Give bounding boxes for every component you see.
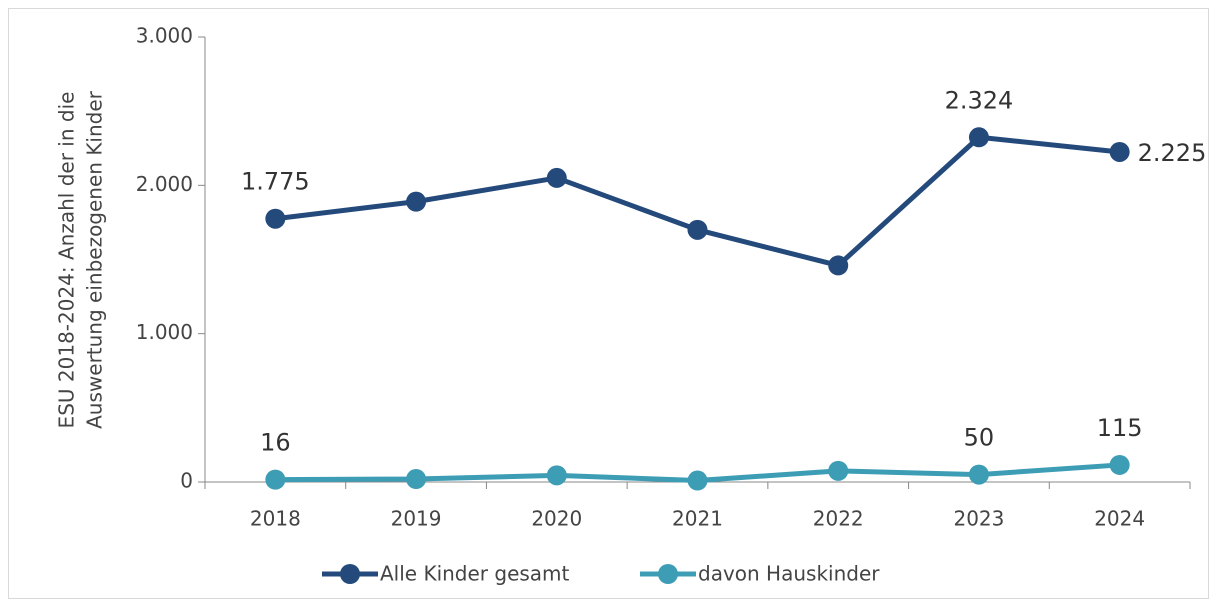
data-point xyxy=(546,167,567,188)
x-tick-label: 2018 xyxy=(250,507,301,531)
chart-frame xyxy=(8,8,1209,599)
y-axis-label: Auswertung einbezogenen Kinder xyxy=(83,90,107,429)
x-tick-label: 2022 xyxy=(813,507,864,531)
data-point xyxy=(1109,454,1130,475)
data-point xyxy=(828,255,849,276)
legend-marker xyxy=(340,564,360,584)
x-tick-label: 2021 xyxy=(672,507,723,531)
data-point xyxy=(687,470,708,491)
data-point xyxy=(406,191,427,212)
x-tick-label: 2020 xyxy=(531,507,582,531)
data-point xyxy=(968,464,989,485)
data-point xyxy=(265,469,286,490)
data-point xyxy=(968,127,989,148)
data-label: 16 xyxy=(260,429,291,457)
y-tick-label: 1.000 xyxy=(136,320,193,344)
data-point xyxy=(546,465,567,486)
y-tick-label: 0 xyxy=(180,469,193,493)
data-point xyxy=(1109,141,1130,162)
x-tick-label: 2023 xyxy=(953,507,1004,531)
data-point xyxy=(265,208,286,229)
y-axis-label: ESU 2018-2024: Anzahl der in die xyxy=(55,92,79,429)
data-point xyxy=(687,219,708,240)
legend-label: davon Hauskinder xyxy=(698,562,880,586)
data-label: 1.775 xyxy=(241,168,310,196)
y-tick-label: 2.000 xyxy=(136,172,193,196)
x-tick-label: 2024 xyxy=(1094,507,1145,531)
data-label: 50 xyxy=(964,424,995,452)
data-point xyxy=(406,469,427,490)
y-tick-label: 3.000 xyxy=(136,24,193,48)
data-label: 2.324 xyxy=(945,86,1014,114)
data-label: 2.225 xyxy=(1138,139,1207,167)
legend-marker xyxy=(658,564,678,584)
data-label: 115 xyxy=(1097,414,1143,442)
data-point xyxy=(828,460,849,481)
x-tick-label: 2019 xyxy=(391,507,442,531)
legend-label: Alle Kinder gesamt xyxy=(380,562,570,586)
